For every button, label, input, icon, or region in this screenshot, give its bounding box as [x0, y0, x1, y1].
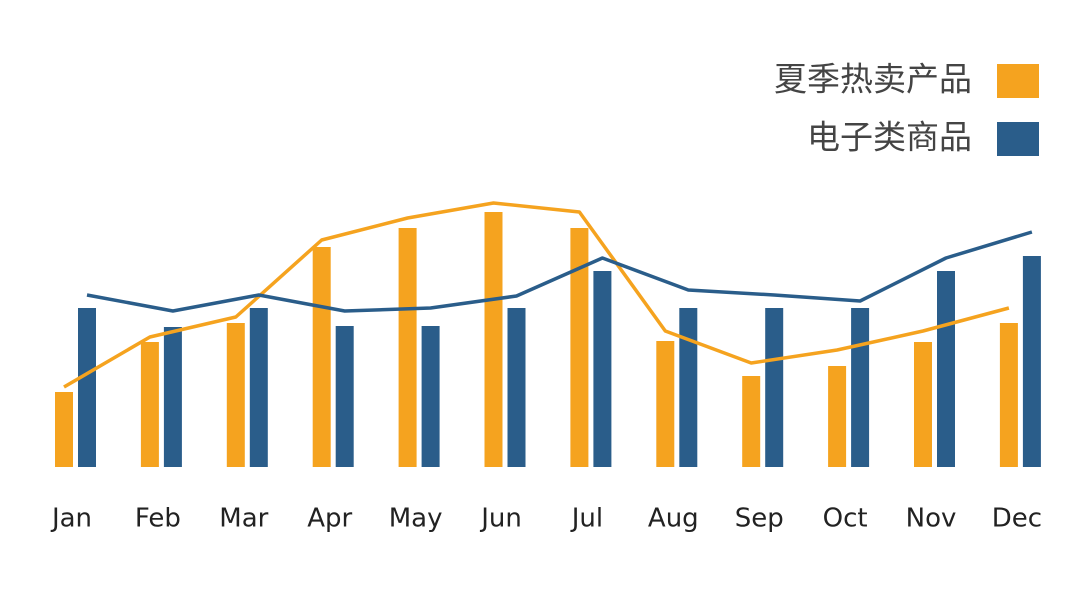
bar — [828, 366, 847, 467]
bar — [398, 228, 417, 467]
x-tick-label: Jan — [50, 504, 92, 534]
x-tick-label: Jun — [479, 504, 522, 534]
x-tick-label: Apr — [307, 504, 352, 534]
line — [86, 230, 1033, 313]
bar — [999, 323, 1018, 467]
bar — [765, 308, 784, 467]
legend-label: 夏季热卖产品 — [774, 60, 972, 99]
x-tick-label: Jul — [570, 504, 603, 534]
bar — [1022, 256, 1041, 467]
x-tick-label: Mar — [219, 504, 268, 534]
x-tick-label: Oct — [823, 504, 868, 534]
bar — [312, 247, 331, 467]
bar — [55, 392, 73, 467]
bar — [937, 271, 955, 467]
bar — [78, 308, 96, 467]
x-tick-label: Nov — [906, 504, 957, 534]
x-tick-label: Dec — [992, 504, 1042, 534]
x-tick-label: Aug — [648, 504, 699, 534]
bar — [163, 327, 182, 467]
legend-label: 电子类商品 — [807, 118, 972, 157]
bar — [421, 326, 440, 467]
bar — [335, 326, 354, 467]
bar — [484, 212, 503, 467]
line — [63, 201, 1010, 389]
bar — [742, 376, 761, 467]
x-tick-label: May — [389, 504, 443, 534]
legend-swatch — [997, 64, 1039, 98]
bar — [914, 342, 932, 467]
bar — [656, 341, 675, 467]
bar — [851, 308, 870, 467]
legend-swatch — [997, 122, 1039, 156]
bar — [507, 308, 526, 467]
bar — [140, 342, 159, 467]
bar — [249, 308, 268, 467]
bar — [570, 228, 589, 467]
bar — [593, 271, 612, 467]
bar — [226, 323, 245, 467]
bar — [679, 308, 698, 467]
x-tick-label: Sep — [735, 504, 784, 534]
x-tick-label: Feb — [135, 504, 181, 534]
